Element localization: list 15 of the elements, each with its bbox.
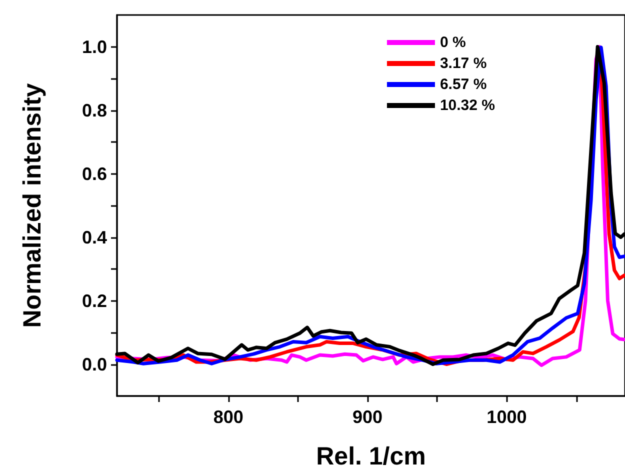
legend-label: 0 % xyxy=(440,34,466,51)
legend-label: 6.57 % xyxy=(440,76,487,93)
y-tick-label: 0.6 xyxy=(82,164,107,184)
y-tick-label: 0.8 xyxy=(82,100,107,120)
legend-label: 3.17 % xyxy=(440,55,487,72)
x-tick-label: 1000 xyxy=(486,407,527,427)
y-tick-label: 0.2 xyxy=(82,290,107,311)
y-axis-title: Normalized intensity xyxy=(18,83,46,328)
legend-label: 10.32 % xyxy=(440,97,496,114)
x-tick-label: 900 xyxy=(352,407,383,427)
y-tick-label: 1.0 xyxy=(82,36,107,57)
text: 0.0 xyxy=(82,354,107,374)
x-tick-label: 800 xyxy=(213,407,244,427)
x-axis-title: Rel. 1/cm xyxy=(316,442,426,470)
y-tick-label: 0.4 xyxy=(82,227,107,248)
